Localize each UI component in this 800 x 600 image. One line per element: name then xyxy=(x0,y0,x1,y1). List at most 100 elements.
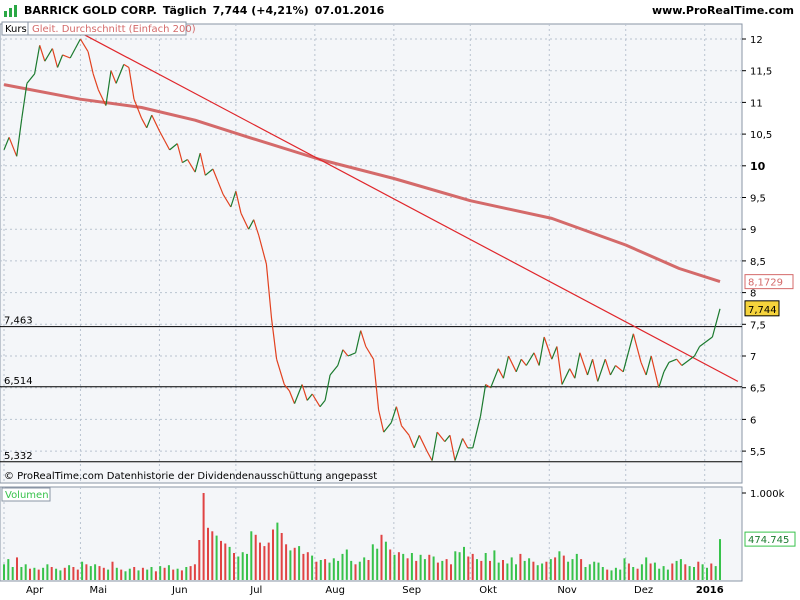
volume-bar xyxy=(606,569,609,580)
volume-bar xyxy=(406,558,409,581)
volume-bar xyxy=(33,567,36,580)
price-segment xyxy=(378,409,385,433)
volume-bar xyxy=(480,560,483,580)
trend-line xyxy=(80,32,739,382)
price-segment xyxy=(217,181,224,195)
volume-bar xyxy=(679,559,682,580)
volume-bar xyxy=(50,567,53,580)
volume-bar xyxy=(159,566,162,580)
price-segment xyxy=(462,438,469,449)
price-segment xyxy=(372,359,380,410)
volume-bar xyxy=(636,568,639,580)
y-tick-label: 10 xyxy=(750,160,766,173)
volume-bar xyxy=(532,561,535,580)
price-segment xyxy=(163,140,171,151)
volume-bar xyxy=(489,560,491,580)
volume-bar xyxy=(220,540,222,580)
volume-bar xyxy=(623,558,626,581)
volume-bar xyxy=(128,568,131,580)
ma-last-box xyxy=(744,274,794,290)
volume-bar xyxy=(528,558,531,581)
volume-bar xyxy=(250,531,253,580)
price-segment xyxy=(176,143,183,163)
volume-bar xyxy=(410,553,413,580)
volume-bar xyxy=(207,527,209,580)
price-segment xyxy=(676,358,683,366)
price-segment xyxy=(212,168,219,182)
volume-bar xyxy=(72,567,75,580)
chart-header: BARRICK GOLD CORP. Täglich 7,744 (+4,21%… xyxy=(0,0,800,20)
price-segment xyxy=(158,130,166,141)
volume-bar xyxy=(445,559,448,580)
price-segment xyxy=(681,355,695,366)
volume-bar xyxy=(688,566,691,580)
price-segment xyxy=(265,264,273,319)
price-segment xyxy=(34,45,41,75)
volume-bar xyxy=(276,522,279,580)
volume-bar xyxy=(120,569,123,580)
volume-bar xyxy=(189,566,192,580)
site-url[interactable]: www.ProRealTime.com xyxy=(651,4,794,17)
volume-bar xyxy=(224,543,227,580)
price-segment xyxy=(270,317,278,360)
volume-bar xyxy=(432,556,435,580)
volume-bar xyxy=(241,552,244,580)
price-segment xyxy=(182,158,188,164)
volume-bar xyxy=(237,556,240,580)
volume-bar xyxy=(545,561,548,580)
volume-bar xyxy=(154,571,157,580)
price-segment xyxy=(551,346,558,360)
volume-bar xyxy=(133,567,136,580)
volume-bar xyxy=(467,556,470,580)
volume-bar xyxy=(415,560,418,580)
volume-bar xyxy=(710,563,713,580)
volume-bar xyxy=(471,553,474,580)
volume-bar xyxy=(3,564,5,580)
price-segment xyxy=(283,384,290,392)
volume-bar xyxy=(233,553,235,580)
legend-ma-box xyxy=(27,21,187,36)
price-segment xyxy=(97,89,107,106)
volume-bar xyxy=(102,567,105,580)
volume-bar xyxy=(653,562,656,580)
price-segment xyxy=(693,346,701,357)
volume-bar xyxy=(337,560,340,580)
volume-bar xyxy=(436,562,439,580)
price-segment xyxy=(123,63,130,69)
volume-bar xyxy=(185,567,188,580)
volume-bar xyxy=(11,567,14,580)
price-segment xyxy=(253,219,260,236)
price-segment xyxy=(199,152,206,176)
volume-bar xyxy=(593,561,596,580)
volume-bar xyxy=(645,557,648,580)
volume-bar xyxy=(98,566,101,580)
price-last-box xyxy=(744,300,780,317)
volume-bar xyxy=(146,569,149,580)
price-segment xyxy=(520,358,527,366)
volume-bar xyxy=(423,559,426,580)
volume-bar xyxy=(666,569,669,580)
x-tick-label: Jul xyxy=(250,585,263,596)
price-segment xyxy=(8,137,18,157)
volume-bar xyxy=(324,559,327,580)
price-segment xyxy=(230,191,237,208)
price-segment xyxy=(92,73,99,90)
price-segment xyxy=(194,152,201,173)
volume-bar xyxy=(306,552,309,580)
price-segment xyxy=(525,352,535,366)
volume-bar xyxy=(350,560,353,580)
price-segment xyxy=(497,368,504,379)
volume-bar xyxy=(523,560,526,580)
volume-bar xyxy=(367,560,370,580)
volume-bar xyxy=(298,546,301,580)
volume-bar xyxy=(150,567,153,580)
price-segment xyxy=(597,359,606,382)
price-segment xyxy=(235,191,242,214)
volume-bar xyxy=(228,546,231,580)
price-segment xyxy=(293,384,303,404)
volume-bar xyxy=(198,540,201,580)
price-segment xyxy=(87,51,94,75)
volume-bar xyxy=(55,568,58,580)
volume-bar xyxy=(441,560,444,580)
